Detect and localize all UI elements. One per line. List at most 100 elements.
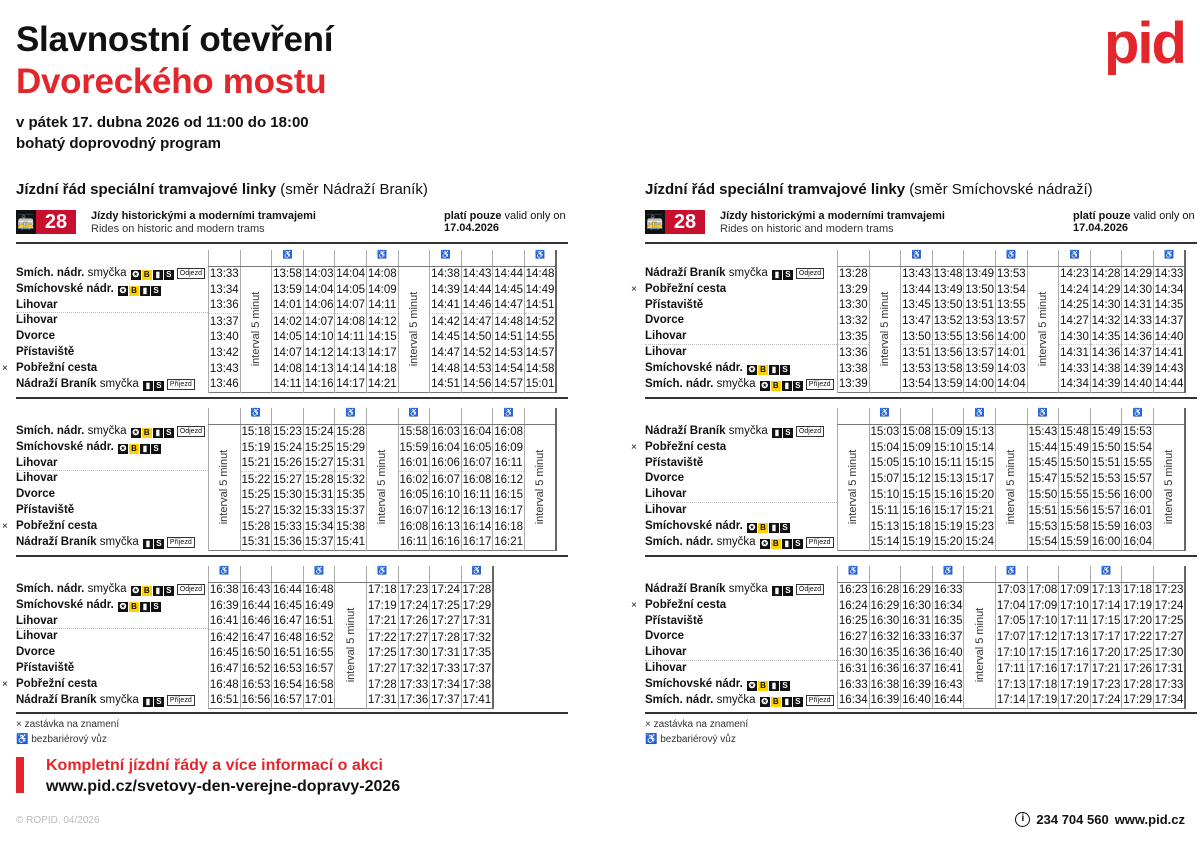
departure-time: 15:55 xyxy=(1121,455,1154,472)
phone-number: 234 704 560 xyxy=(1036,812,1109,827)
departure-time: 14:47 xyxy=(460,313,494,330)
departure-time: 15:28 xyxy=(302,471,336,488)
departure-time: 14:17 xyxy=(365,344,399,361)
departure-time: 16:44 xyxy=(239,597,273,614)
departure-time: 17:31 xyxy=(460,613,494,630)
station-row: Přístaviště xyxy=(16,661,208,677)
departure-time: 17:20 xyxy=(1058,692,1091,709)
departure-time: 13:59 xyxy=(931,376,965,393)
departure-time: 15:54 xyxy=(1026,534,1060,551)
departure-time: 16:30 xyxy=(868,613,902,630)
station-name: Nádraží Braník xyxy=(645,267,726,279)
interval-label: interval 5 minut xyxy=(344,607,357,683)
departure-time: 16:01 xyxy=(1121,502,1154,519)
s-icon: S xyxy=(163,270,174,280)
station-name: Lihovar xyxy=(645,330,687,343)
departure-time: 14:44 xyxy=(1152,376,1186,393)
departure-time: 16:13 xyxy=(460,502,494,519)
departure-time: 17:32 xyxy=(460,629,494,646)
header-cell xyxy=(1152,408,1186,425)
departure-time: 14:27 xyxy=(1058,313,1091,330)
departure-time: 16:03 xyxy=(429,424,462,440)
station-row: Nádraží Braník smyčka ▮ S Odjezd xyxy=(645,266,837,282)
departure-time: 16:03 xyxy=(1121,518,1154,535)
s-icon: S xyxy=(151,285,161,296)
departure-time: 13:55 xyxy=(994,297,1028,314)
departure-time: 15:09 xyxy=(931,424,965,440)
departure-time: 17:41 xyxy=(460,692,494,709)
departure-time: 14:37 xyxy=(1121,344,1154,361)
station-row: Smíchovské nádr. ✪ B ▮ S xyxy=(16,598,208,614)
station-row: Lihovar xyxy=(16,629,208,645)
departure-time: 14:36 xyxy=(1089,344,1123,361)
header-cell xyxy=(837,250,870,267)
time-row: 13:38 13:53 13:58 13:59 14:03 14:33 14:38 14:39… xyxy=(837,360,1186,377)
s-icon: S xyxy=(792,538,803,549)
departure-time: 13:57 xyxy=(994,313,1028,330)
stop-tag: Příjezd xyxy=(166,536,195,548)
interval-label: interval 5 minut xyxy=(1162,449,1175,525)
accent-bar xyxy=(16,757,24,793)
departure-time: 15:18 xyxy=(900,518,933,535)
departure-time: 15:41 xyxy=(334,534,367,551)
legend-text: bezbariérový vůz xyxy=(660,734,736,745)
departure-time: 15:23 xyxy=(271,424,304,440)
departure-time: 17:16 xyxy=(1058,645,1091,662)
departure-time: 16:39 xyxy=(900,676,933,693)
departure-time: 14:49 xyxy=(523,281,557,298)
validity-date: 17.04.2026 xyxy=(1073,222,1129,234)
departure-time: 17:27 xyxy=(397,629,431,646)
interval-cell: interval 5 minut xyxy=(963,582,996,709)
request-stop-icon: × xyxy=(2,362,8,374)
departure-time: 13:57 xyxy=(963,344,996,361)
departure-time: 14:51 xyxy=(523,297,557,314)
time-row: 15:25 15:30 15:31 15:35 16:05 16:10 16:11 16:15 xyxy=(209,487,557,503)
station-row: Nádraží Braník smyčka ▮ S Odjezd xyxy=(645,582,837,598)
departure-time: 17:29 xyxy=(460,597,494,614)
metro-icon: ✪ xyxy=(130,428,141,438)
departure-time: 16:11 xyxy=(397,534,431,551)
departure-time: 15:55 xyxy=(1058,487,1091,504)
station-name: Dvorce xyxy=(16,488,55,501)
legend-text: zastávka na znamení xyxy=(653,719,749,730)
station-name: Smích. nádr. xyxy=(16,425,85,437)
station-row: Lihovar xyxy=(645,661,837,677)
departure-time: 14:42 xyxy=(429,313,462,330)
departure-time: 14:01 xyxy=(271,297,304,314)
departure-time: 15:10 xyxy=(900,455,933,472)
interval-cell: interval 5 minut xyxy=(994,424,1028,551)
departure-time: 16:55 xyxy=(302,645,336,661)
departure-time: 14:34 xyxy=(1152,281,1186,298)
departure-time: 15:11 xyxy=(868,502,902,519)
departure-time: 15:27 xyxy=(302,455,336,472)
departure-time: 14:35 xyxy=(1089,329,1123,346)
website-link[interactable]: www.pid.cz xyxy=(1114,812,1185,827)
departure-time: 16:40 xyxy=(931,645,965,662)
interval-label: interval 5 minut xyxy=(1036,291,1049,367)
departure-time: 15:52 xyxy=(1058,471,1091,488)
legend-text: bezbariérový vůz xyxy=(31,734,107,745)
interval-label: interval 5 minut xyxy=(249,291,262,367)
time-row: 15:28 15:33 15:34 15:38 16:08 16:13 16:14 16:18 xyxy=(209,518,557,535)
departure-time: 16:34 xyxy=(837,692,870,709)
departure-time: 13:29 xyxy=(837,281,870,298)
departure-time: 15:56 xyxy=(1058,502,1091,519)
departure-time: 17:24 xyxy=(429,582,462,598)
departure-time: 16:43 xyxy=(931,676,965,693)
header-cell xyxy=(868,250,902,267)
event-url-link[interactable]: www.pid.cz/svetovy-den-verejne-dopravy-2… xyxy=(46,778,401,795)
wheelchair-icon: ♿ xyxy=(365,566,399,583)
time-row: 16:47 16:52 16:53 16:57 17:27 17:32 17:33 17:37 xyxy=(208,660,494,677)
header-cell xyxy=(1152,566,1186,583)
departure-time: 17:33 xyxy=(397,676,431,693)
departure-time: 15:12 xyxy=(900,471,933,488)
wheelchair-icon: ♿ xyxy=(429,250,462,267)
time-row: 16:25 16:30 16:31 16:35 17:05 17:10 17:11 17:15… xyxy=(837,613,1186,630)
departure-time: 16:52 xyxy=(239,660,273,677)
departure-time: 15:23 xyxy=(963,518,996,535)
departure-time: 15:59 xyxy=(1089,518,1123,535)
departure-time: 16:42 xyxy=(208,629,241,646)
station-suffix: smyčka xyxy=(99,693,139,706)
departure-time: 13:54 xyxy=(900,376,933,393)
station-row: Smích. nádr. smyčka ✪ B ▮ S Odjezd xyxy=(16,266,208,282)
